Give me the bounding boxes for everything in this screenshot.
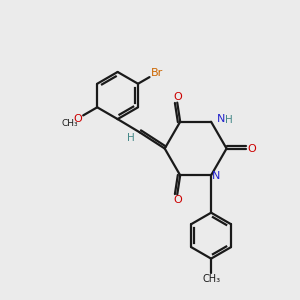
Text: N: N <box>212 171 220 181</box>
Text: H: H <box>226 115 233 125</box>
Text: N: N <box>217 114 226 124</box>
Text: O: O <box>173 195 182 205</box>
Text: O: O <box>73 114 82 124</box>
Text: CH₃: CH₃ <box>61 118 78 127</box>
Text: O: O <box>173 92 182 102</box>
Text: H: H <box>127 133 135 143</box>
Text: CH₃: CH₃ <box>202 274 220 284</box>
Text: O: O <box>247 143 256 154</box>
Text: Br: Br <box>151 68 163 78</box>
